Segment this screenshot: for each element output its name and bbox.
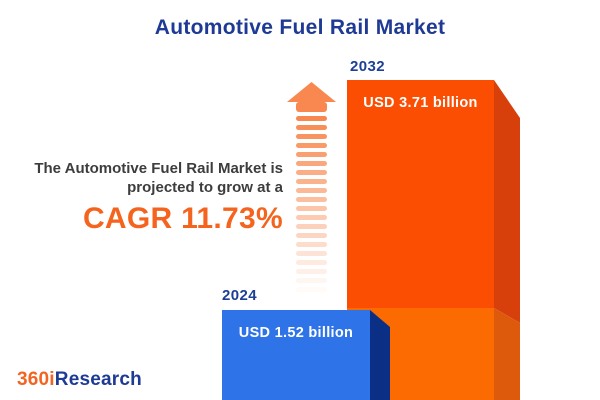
arrow-dash (296, 260, 327, 265)
arrow-dash (296, 125, 327, 130)
logo-prefix: 360i (17, 369, 55, 390)
arrow-dash (296, 278, 327, 283)
bar-2024-front (222, 310, 370, 400)
bar-2032-year-label: 2032 (350, 58, 385, 75)
bar-2024-side (370, 310, 390, 400)
arrow-dash (296, 161, 327, 166)
chart-title: Automotive Fuel Rail Market (154, 16, 446, 39)
bar-2032-front-upper (347, 80, 494, 308)
arrow-dash (296, 215, 327, 220)
bar-2032-side-upper (494, 80, 520, 323)
arrow-dash (296, 224, 327, 229)
arrow-dash (296, 269, 327, 274)
arrow-dash (296, 170, 327, 175)
bar-2024-value-label: USD 1.52 billion (238, 325, 354, 341)
arrow-dash (296, 206, 327, 211)
annotation-line-2: projected to grow at a (127, 179, 283, 196)
bar-2032-side-lower (494, 308, 520, 400)
annotation-block: The Automotive Fuel Rail Market is proje… (0, 159, 283, 236)
bar-2024-year-label: 2024 (222, 287, 257, 304)
arrow-dash (296, 197, 327, 202)
cagr-value: CAGR 11.73% (82, 202, 283, 235)
arrow-dash (296, 287, 327, 292)
arrow-dash (296, 233, 327, 238)
bar-2032-value-label: USD 3.71 billion (363, 95, 478, 111)
logo-360iresearch: 360iResearch (17, 369, 142, 391)
growth-arrow-shoulder (296, 102, 327, 112)
arrow-dash (296, 242, 327, 247)
arrow-dash (296, 134, 327, 139)
arrow-dash (296, 179, 327, 184)
arrow-dash-trail (296, 116, 327, 296)
annotation-line-1: The Automotive Fuel Rail Market is (34, 160, 283, 177)
arrow-dash (296, 152, 327, 157)
arrow-dash (296, 143, 327, 148)
logo-suffix: Research (54, 369, 142, 390)
growth-arrow-up-icon (287, 82, 336, 102)
arrow-dash (296, 116, 327, 121)
arrow-dash (296, 188, 327, 193)
arrow-dash (296, 251, 327, 256)
